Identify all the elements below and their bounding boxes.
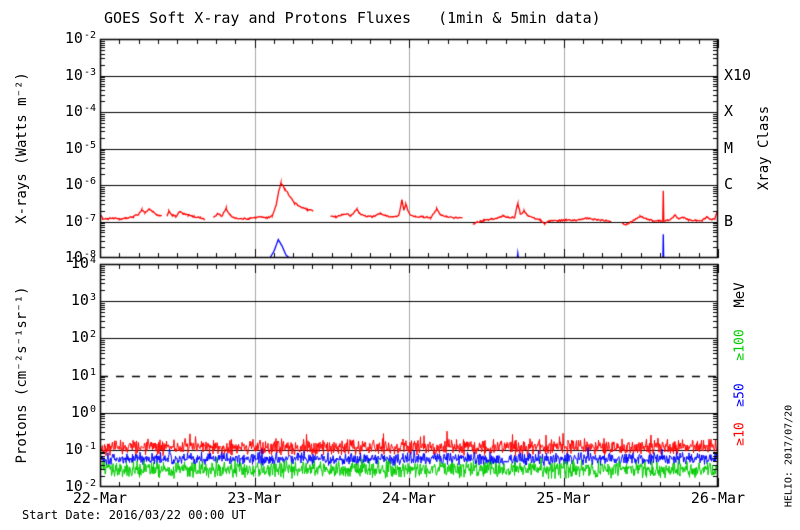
xray-y-tick-label: 10-8: [64, 248, 96, 266]
proton-energy-label: ≥100: [732, 329, 748, 361]
xray-class-label: C: [724, 175, 734, 193]
proton-y-tick-label: 104: [70, 254, 96, 272]
xray-y-tick-label: 10-5: [64, 138, 96, 157]
proton-y-tick-label: 100: [70, 402, 96, 421]
plot-title: GOES Soft X-ray and Protons Fluxes (1min…: [104, 9, 601, 27]
xray-class-label: B: [724, 211, 734, 230]
xray-class-label: X: [724, 102, 734, 120]
x-axis-day-label: 23-Mar: [227, 489, 282, 507]
proton-y-tick-label: 10-1: [64, 439, 96, 458]
proton-energy-label: ≥50: [732, 383, 748, 407]
start-date-label: Start Date: 2016/03/22 00:00 UT: [22, 508, 246, 522]
proton-y-tick-label: 10-2: [64, 477, 96, 495]
x-axis-day-label: 25-Mar: [536, 489, 591, 507]
xray-class-label: X10: [724, 65, 752, 84]
proton-y-tick-label: 101: [70, 365, 96, 384]
x-axis-day-label: 24-Mar: [381, 489, 437, 507]
helio-watermark: HELIO: 2017/07/20: [783, 404, 795, 508]
xray-class-axis-title: Xray Class: [756, 105, 772, 191]
xray-y-tick-label: 10-6: [64, 175, 96, 193]
x-axis-day-label: 26-Mar: [690, 489, 746, 507]
x-axis-day-label: 22-Mar: [72, 489, 128, 507]
proton-y-tick-label: 102: [70, 328, 96, 347]
mev-axis-title: MeV: [732, 282, 748, 308]
xray-y-tick-label: 10-7: [64, 211, 96, 230]
xray-y-tick-label: 10-4: [64, 102, 96, 120]
proton-y-tick-label: 103: [70, 291, 96, 310]
proton-energy-label: ≥10: [732, 422, 748, 446]
xray-y-tick-label: 10-2: [64, 29, 96, 47]
xray-class-label: M: [724, 138, 734, 157]
xray-y-tick-label: 10-3: [64, 65, 96, 84]
